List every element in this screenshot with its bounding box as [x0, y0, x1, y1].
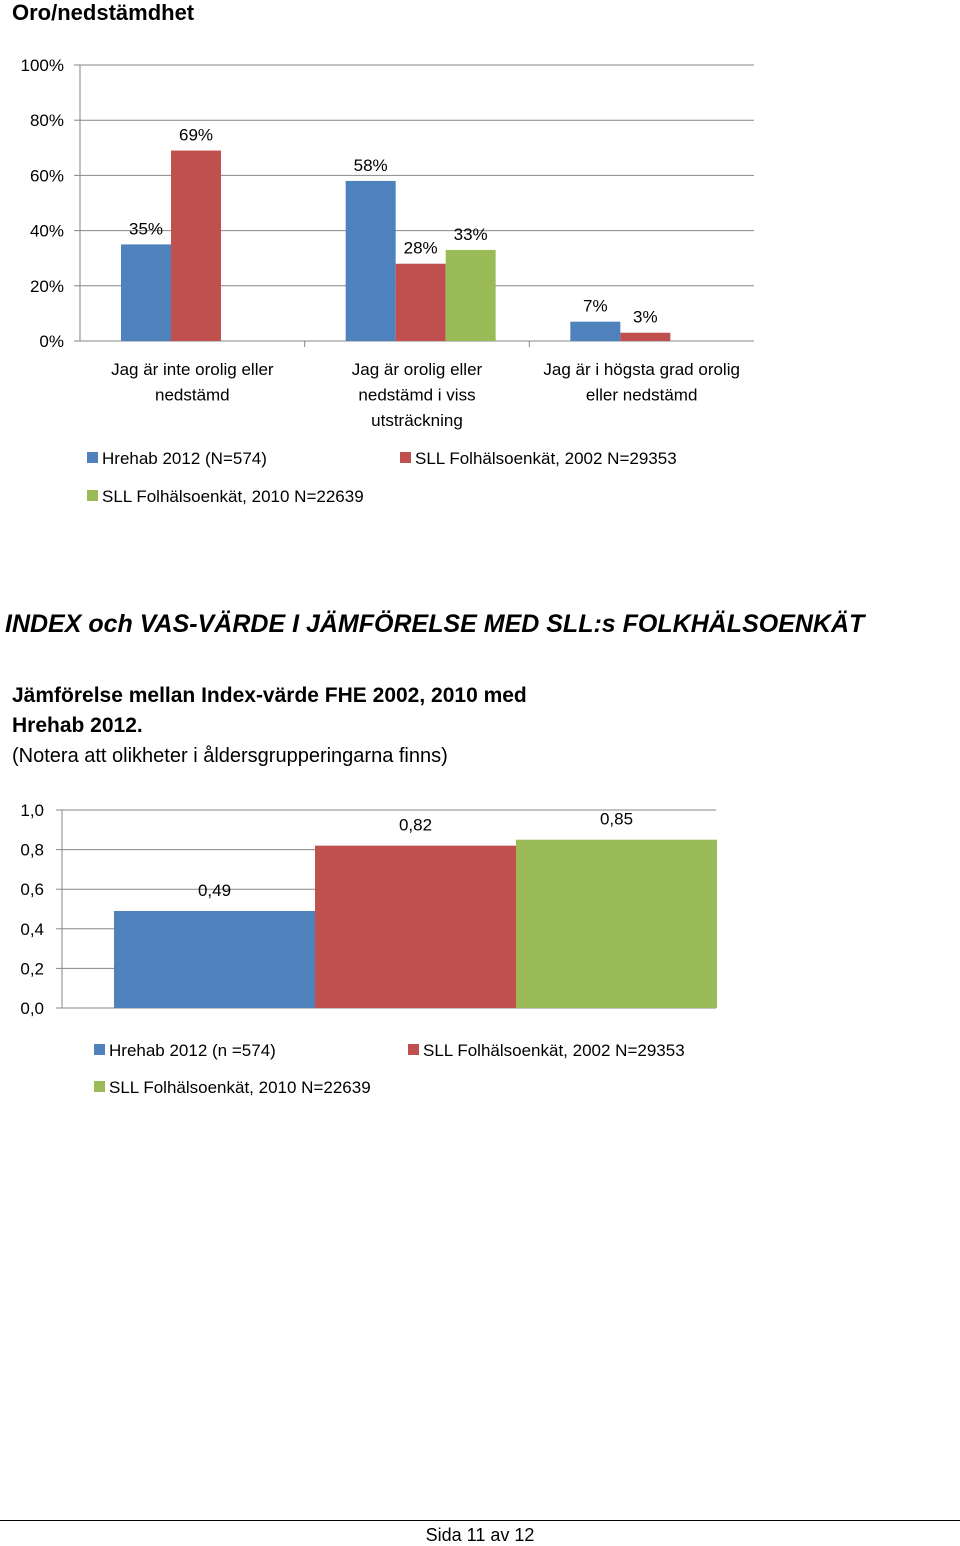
bar	[171, 150, 221, 341]
category-label: nedstämd	[155, 386, 230, 405]
chart2-title-line1: Jämförelse mellan Index-värde FHE 2002, …	[12, 684, 527, 707]
category-label: Jag är inte orolig eller	[111, 360, 274, 379]
legend-swatch	[87, 490, 98, 501]
y-tick-label: 0,8	[20, 841, 44, 860]
y-tick-label: 1,0	[20, 801, 44, 820]
y-tick-label: 40%	[30, 222, 64, 241]
legend-swatch	[94, 1044, 105, 1055]
chart1-plot: 0% 20% 40% 60% 80% 100% 35% 69% Jag är inte orol…	[21, 56, 754, 506]
page-footer: Sida 11 av 12	[425, 1525, 535, 1545]
y-tick-label: 80%	[30, 111, 64, 130]
bar	[121, 244, 171, 341]
data-label: 0,49	[198, 881, 231, 900]
footer-divider	[0, 1520, 960, 1521]
legend-swatch	[87, 452, 98, 463]
y-tick-label: 0,4	[20, 920, 44, 939]
data-label: 69%	[179, 126, 213, 145]
y-tick-label: 100%	[21, 56, 64, 75]
chart2-subtitle: (Notera att olikheter i åldersgruppering…	[12, 745, 448, 767]
legend-label: Hrehab 2012 (N=574)	[102, 449, 267, 468]
data-label: 58%	[354, 156, 388, 175]
legend-label: SLL Folhälsoenkät, 2002 N=29353	[415, 449, 677, 468]
y-tick-label: 0,0	[20, 999, 44, 1018]
y-tick-label: 0%	[39, 332, 64, 351]
chart2-plot: 0,0 0,2 0,4 0,6 0,8 1,0 0,49 0,82 0,85 Hrehab 201…	[20, 801, 717, 1097]
bar	[315, 845, 516, 1008]
y-tick-label: 0,2	[20, 959, 44, 978]
data-label: 0,85	[600, 810, 633, 829]
legend-swatch	[408, 1044, 419, 1055]
bar	[620, 332, 671, 341]
chart1-title: Oro/nedstämdhet	[12, 0, 195, 25]
chart2-title-line2: Hrehab 2012.	[12, 714, 143, 737]
y-tick-label: 0,6	[20, 880, 44, 899]
data-label: 33%	[454, 225, 488, 244]
data-label: 7%	[583, 297, 608, 316]
y-tick-label: 20%	[30, 277, 64, 296]
legend-label: Hrehab 2012 (n =574)	[109, 1041, 276, 1060]
bar	[570, 321, 621, 341]
category-label: eller nedstämd	[586, 386, 698, 405]
data-label: 35%	[129, 219, 163, 238]
legend-label: SLL Folhälsoenkät, 2002 N=29353	[423, 1041, 685, 1060]
data-label: 3%	[633, 308, 658, 327]
legend-label: SLL Folhälsoenkät, 2010 N=22639	[109, 1078, 371, 1097]
category-label: utsträckning	[371, 411, 463, 430]
legend-swatch	[94, 1081, 105, 1092]
legend-label: SLL Folhälsoenkät, 2010 N=22639	[102, 487, 364, 506]
legend-swatch	[400, 452, 411, 463]
bar	[114, 910, 315, 1008]
data-label: 0,82	[399, 816, 432, 835]
bar	[395, 263, 446, 341]
bar	[345, 180, 396, 341]
bar	[516, 839, 717, 1008]
bar	[445, 249, 496, 341]
data-label: 28%	[404, 239, 438, 258]
category-label: Jag är orolig eller	[352, 360, 483, 379]
y-tick-label: 60%	[30, 166, 64, 185]
category-label: nedstämd i viss	[358, 386, 475, 405]
category-label: Jag är i högsta grad orolig	[543, 360, 740, 379]
section-heading: INDEX och VAS-VÄRDE I JÄMFÖRELSE MED SLL…	[5, 610, 865, 638]
